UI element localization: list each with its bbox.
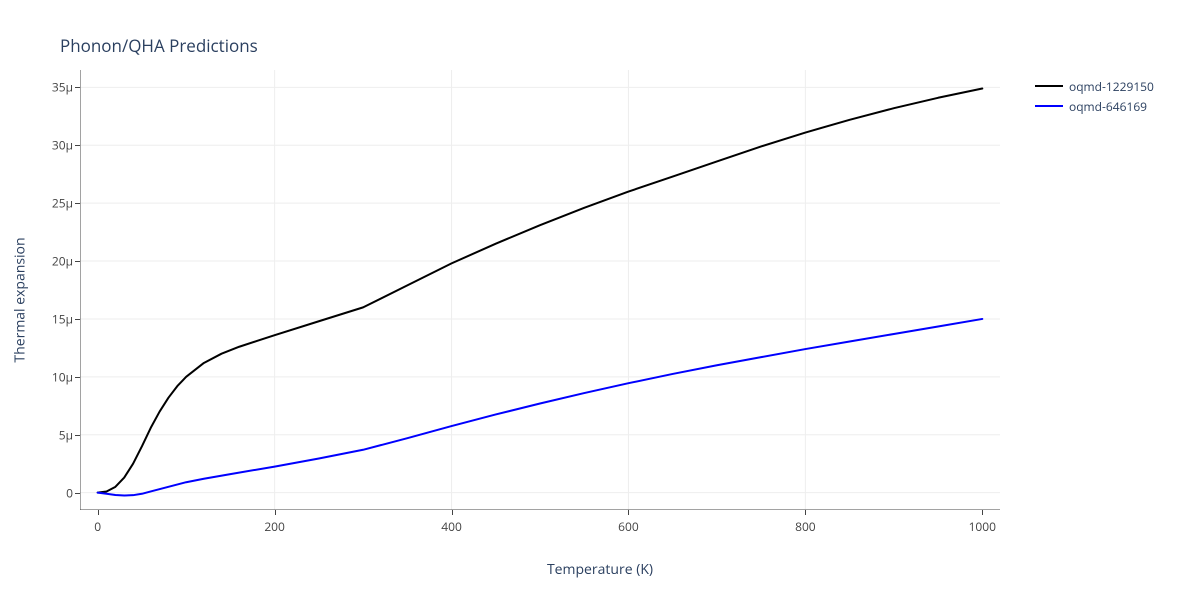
y-tick-label: 20μ — [45, 253, 73, 270]
x-tick-label: 1000 — [969, 518, 996, 535]
y-tick-mark — [75, 377, 80, 378]
y-tick-mark — [75, 145, 80, 146]
y-tick-label: 0 — [45, 484, 73, 501]
legend-item-0[interactable]: oqmd-1229150 — [1035, 76, 1154, 96]
x-tick-label: 0 — [94, 518, 101, 535]
chart-title: Phonon/QHA Predictions — [60, 34, 258, 57]
legend-label: oqmd-1229150 — [1069, 78, 1154, 95]
x-tick-label: 600 — [618, 518, 639, 535]
y-tick-label: 30μ — [45, 137, 73, 154]
y-tick-label: 15μ — [45, 310, 73, 327]
y-tick-label: 10μ — [45, 368, 73, 385]
x-tick-mark — [805, 510, 806, 515]
series-lines — [80, 70, 1000, 510]
y-tick-label: 5μ — [45, 426, 73, 443]
y-tick-mark — [75, 319, 80, 320]
y-tick-mark — [75, 203, 80, 204]
x-tick-mark — [628, 510, 629, 515]
legend-item-1[interactable]: oqmd-646169 — [1035, 96, 1154, 116]
legend: oqmd-1229150 oqmd-646169 — [1035, 76, 1154, 116]
legend-swatch — [1035, 105, 1063, 107]
y-tick-mark — [75, 493, 80, 494]
y-tick-mark — [75, 261, 80, 262]
y-tick-label: 35μ — [45, 79, 73, 96]
plot-area[interactable] — [80, 70, 1000, 510]
x-tick-label: 200 — [264, 518, 285, 535]
series-line-0[interactable] — [98, 89, 983, 493]
x-tick-label: 800 — [795, 518, 816, 535]
y-tick-mark — [75, 87, 80, 88]
x-tick-mark — [275, 510, 276, 515]
x-tick-mark — [982, 510, 983, 515]
x-axis-label: Temperature (K) — [0, 560, 1200, 579]
legend-label: oqmd-646169 — [1069, 98, 1147, 115]
x-tick-mark — [452, 510, 453, 515]
chart-container: Phonon/QHA Predictions Thermal expansion… — [0, 0, 1200, 600]
x-tick-label: 400 — [441, 518, 462, 535]
x-tick-mark — [98, 510, 99, 515]
y-tick-label: 25μ — [45, 195, 73, 212]
y-axis-label: Thermal expansion — [11, 237, 30, 362]
series-line-1[interactable] — [98, 319, 983, 496]
y-tick-mark — [75, 435, 80, 436]
legend-swatch — [1035, 85, 1063, 87]
